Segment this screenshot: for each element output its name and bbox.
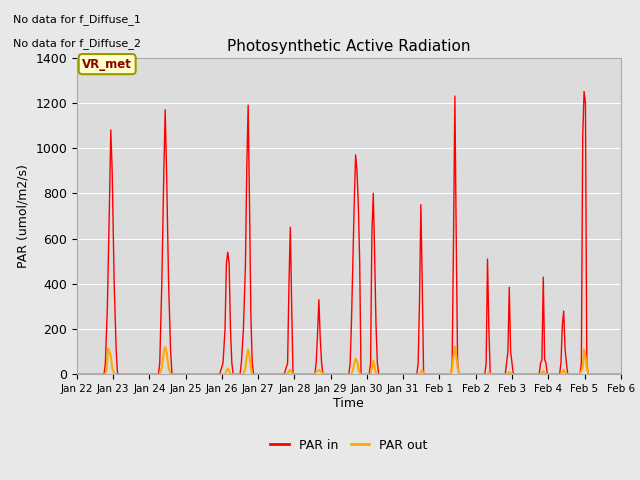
Text: No data for f_Diffuse_2: No data for f_Diffuse_2 (13, 38, 141, 49)
PAR in (617, 372, 625, 377)
X-axis label: Time: Time (333, 397, 364, 410)
PAR in (120, 372, 128, 377)
PAR out (420, 372, 428, 377)
PAR out (244, 347, 252, 352)
PAR out (488, 372, 495, 377)
PAR out (617, 372, 625, 377)
Y-axis label: PAR (umol/m2/s): PAR (umol/m2/s) (17, 164, 29, 268)
Line: PAR in: PAR in (77, 92, 621, 374)
PAR out (73, 372, 81, 377)
PAR in (221, 326, 229, 332)
PAR in (368, 229, 376, 235)
PAR in (219, 360, 227, 366)
PAR in (580, 89, 588, 95)
PAR in (346, 360, 354, 366)
Title: Photosynthetic Active Radiation: Photosynthetic Active Radiation (227, 39, 470, 54)
PAR out (243, 353, 251, 359)
PAR in (73, 372, 81, 377)
PAR out (308, 372, 316, 377)
Legend: PAR in, PAR out: PAR in, PAR out (265, 434, 433, 457)
PAR in (228, 360, 236, 366)
Text: VR_met: VR_met (82, 58, 132, 71)
Text: No data for f_Diffuse_1: No data for f_Diffuse_1 (13, 14, 141, 25)
PAR out (158, 365, 166, 371)
PAR out (451, 343, 459, 349)
Line: PAR out: PAR out (77, 346, 621, 374)
